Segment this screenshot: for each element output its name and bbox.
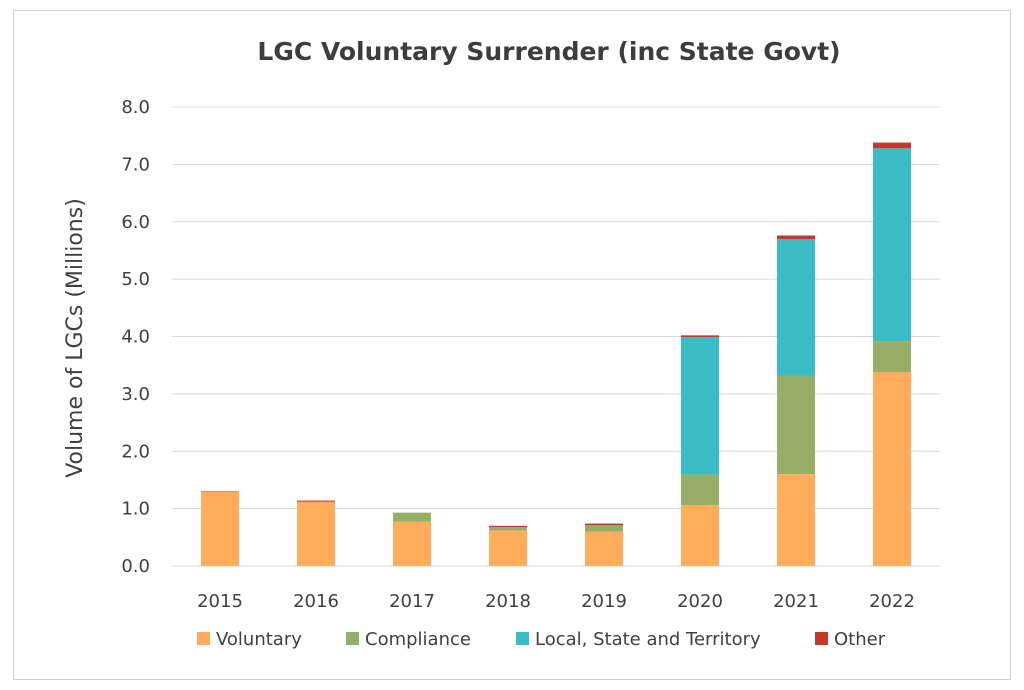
y-tick-label: 7.0 <box>121 154 150 175</box>
x-tick-label: 2017 <box>389 591 435 612</box>
y-tick-label: 6.0 <box>121 212 150 233</box>
y-tick-label: 0.0 <box>121 556 150 577</box>
bar-2017-compliance <box>393 512 431 522</box>
bar-2017-voluntary <box>393 521 431 566</box>
bar-2022-voluntary <box>873 372 911 566</box>
bar-2019-other <box>585 523 623 526</box>
x-tick-label: 2022 <box>869 591 915 612</box>
legend-swatch-other <box>815 632 828 645</box>
x-tick-label: 2020 <box>677 591 723 612</box>
legend-label: Voluntary <box>216 629 302 650</box>
y-tick-label: 3.0 <box>121 384 150 405</box>
bar-2022-local-state-and-territory <box>873 148 911 342</box>
bar-2022-other <box>873 142 911 149</box>
bar-2020-other <box>681 335 719 338</box>
bar-2020-compliance <box>681 474 719 506</box>
bar-2022-compliance <box>873 341 911 373</box>
bar-2019-voluntary <box>585 531 623 566</box>
y-axis-ticks: 0.0 1.0 2.0 3.0 4.0 5.0 6.0 7.0 8.0 <box>121 97 150 577</box>
legend-swatch-compliance <box>346 632 359 645</box>
legend-swatch-local-state-and-territory <box>516 632 529 645</box>
bar-2016-other <box>297 500 335 502</box>
legend-label: Local, State and Territory <box>535 629 761 650</box>
x-tick-label: 2018 <box>485 591 531 612</box>
bars <box>201 142 911 566</box>
bar-2021-voluntary <box>777 474 815 566</box>
bar-2021-local-state-and-territory <box>777 238 815 376</box>
chart-frame <box>13 10 1011 680</box>
bar-2015-other <box>201 491 239 492</box>
bar-2018-compliance <box>489 527 527 531</box>
bar-2021-compliance <box>777 375 815 475</box>
y-axis-label: Volume of LGCs (Millions) <box>63 198 88 478</box>
y-tick-label: 4.0 <box>121 327 150 348</box>
legend-label: Other <box>834 629 886 650</box>
bar-2021-other <box>777 235 815 239</box>
bar-2018-voluntary <box>489 530 527 566</box>
x-tick-label: 2015 <box>197 591 243 612</box>
bar-2018-other <box>489 525 527 527</box>
legend: Voluntary Compliance Local, State and Terr… <box>197 629 886 650</box>
legend-swatch-voluntary <box>197 632 210 645</box>
y-tick-label: 2.0 <box>121 441 150 462</box>
x-tick-label: 2021 <box>773 591 819 612</box>
gridlines <box>172 106 940 567</box>
legend-label: Compliance <box>365 629 471 650</box>
bar-2019-compliance <box>585 525 623 532</box>
x-tick-label: 2019 <box>581 591 627 612</box>
chart-title: LGC Voluntary Surrender (inc State Govt) <box>257 37 840 66</box>
bar-2015-voluntary <box>201 491 239 566</box>
x-tick-label: 2016 <box>293 591 339 612</box>
bar-2016-voluntary <box>297 501 335 566</box>
bar-2020-local-state-and-territory <box>681 337 719 475</box>
x-axis-ticks: 2015 2016 2017 2018 2019 2020 2021 2022 <box>197 591 915 612</box>
bar-2020-voluntary <box>681 505 719 566</box>
y-tick-label: 8.0 <box>121 97 150 118</box>
y-tick-label: 1.0 <box>121 499 150 520</box>
bar-2018-local-state-and-territory <box>489 526 527 528</box>
y-tick-label: 5.0 <box>121 269 150 290</box>
